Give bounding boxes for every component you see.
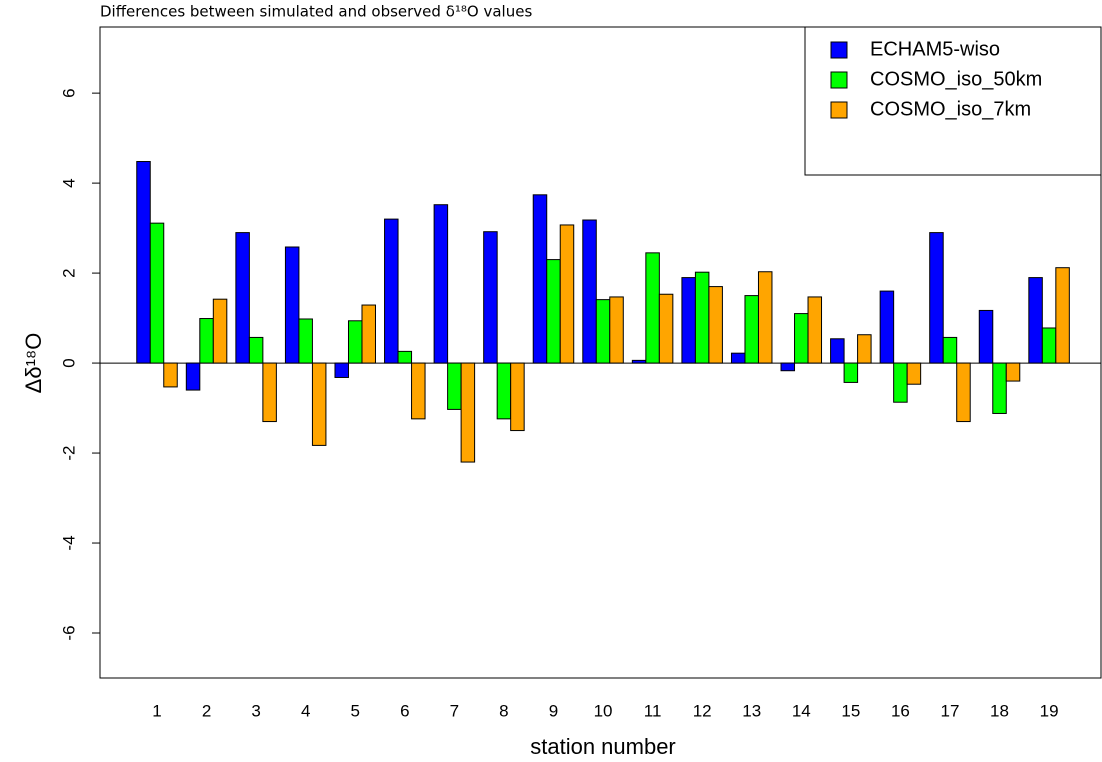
y-tick-label: 2 — [59, 268, 78, 277]
bar — [694, 271, 710, 364]
y-tick-label: 4 — [59, 178, 78, 187]
bar — [956, 362, 971, 423]
bar — [532, 194, 548, 364]
x-tick-label: 10 — [594, 701, 613, 720]
x-tick-label: 11 — [644, 701, 662, 720]
bar — [582, 219, 597, 364]
x-tick-label: 14 — [792, 701, 811, 720]
x-tick-label: 1 — [152, 701, 161, 720]
bar — [1028, 277, 1043, 364]
bar — [347, 320, 363, 364]
x-tick-label: 4 — [301, 701, 310, 720]
bar — [830, 338, 845, 364]
bar — [906, 362, 922, 385]
bar — [559, 224, 575, 364]
bar — [1041, 327, 1057, 364]
bar — [730, 352, 746, 364]
bar — [284, 246, 300, 364]
legend-swatch — [830, 71, 848, 89]
bar — [248, 336, 264, 364]
y-tick-label: -6 — [59, 625, 78, 640]
bar — [595, 299, 611, 364]
bar — [609, 296, 624, 364]
bar — [447, 362, 462, 410]
legend-box — [804, 26, 1102, 176]
bar — [149, 222, 165, 364]
bar — [929, 232, 944, 364]
bar — [136, 161, 151, 364]
x-tick-label: 5 — [351, 701, 360, 720]
x-tick-label: 16 — [891, 701, 910, 720]
bar — [857, 334, 872, 364]
bar — [298, 318, 313, 364]
bar — [262, 362, 277, 423]
y-tick-label: -2 — [59, 445, 78, 460]
y-tick-label: 6 — [59, 88, 78, 97]
bar — [708, 286, 723, 364]
bar — [794, 313, 809, 364]
legend-swatch — [830, 101, 848, 119]
bar — [199, 318, 214, 364]
x-tick-label: 12 — [693, 701, 712, 720]
x-tick-label: 17 — [940, 701, 959, 720]
bar — [757, 271, 773, 364]
bar — [681, 277, 696, 364]
x-axis-title: station number — [530, 734, 676, 759]
x-tick-label: 15 — [841, 701, 860, 720]
bar — [744, 295, 759, 364]
x-tick-label: 13 — [742, 701, 761, 720]
bar — [163, 362, 178, 388]
bar — [411, 362, 426, 420]
bar — [334, 362, 349, 378]
bar — [397, 350, 413, 364]
bar — [311, 362, 327, 446]
y-axis-title: Δδ¹⁸O — [21, 333, 46, 394]
x-tick-label: 7 — [450, 701, 459, 720]
bar — [1005, 362, 1021, 382]
legend-label: COSMO_iso_50km — [870, 68, 1042, 90]
bar — [780, 362, 796, 372]
bar — [235, 232, 250, 364]
x-tick-label: 3 — [251, 701, 260, 720]
legend-label: COSMO_iso_7km — [870, 98, 1031, 120]
bar — [992, 362, 1007, 414]
bar — [510, 362, 525, 432]
bar — [1055, 267, 1070, 364]
bar — [460, 362, 476, 463]
bar — [807, 296, 823, 364]
plot-frame — [99, 26, 1102, 679]
x-tick-label: 2 — [202, 701, 211, 720]
bar — [212, 298, 228, 364]
x-tick-label: 18 — [990, 701, 1009, 720]
bar — [496, 362, 512, 420]
bar — [361, 304, 376, 364]
bar — [658, 293, 674, 364]
y-tick-label: 0 — [59, 358, 78, 367]
bar — [645, 252, 660, 364]
bar — [483, 231, 498, 364]
bar — [546, 259, 561, 364]
bar — [879, 290, 895, 364]
y-tick-label: -4 — [59, 535, 78, 550]
legend-label: ECHAM5-wiso — [870, 38, 1000, 60]
bar — [942, 336, 958, 364]
x-tick-label: 6 — [400, 701, 409, 720]
bar — [185, 362, 201, 391]
chart-title: Differences between simulated and observ… — [100, 3, 532, 21]
bar — [978, 309, 994, 364]
bar — [384, 218, 399, 364]
bar — [893, 362, 908, 403]
x-tick-label: 19 — [1040, 701, 1059, 720]
bar — [433, 204, 449, 364]
bar — [631, 359, 647, 364]
x-tick-label: 8 — [499, 701, 508, 720]
bar — [843, 362, 859, 383]
x-tick-label: 9 — [549, 701, 558, 720]
legend-swatch — [830, 41, 848, 59]
